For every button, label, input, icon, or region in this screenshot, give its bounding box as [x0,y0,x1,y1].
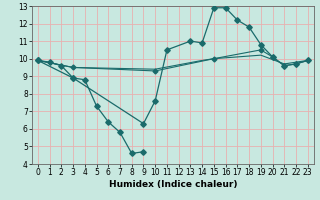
X-axis label: Humidex (Indice chaleur): Humidex (Indice chaleur) [108,180,237,189]
